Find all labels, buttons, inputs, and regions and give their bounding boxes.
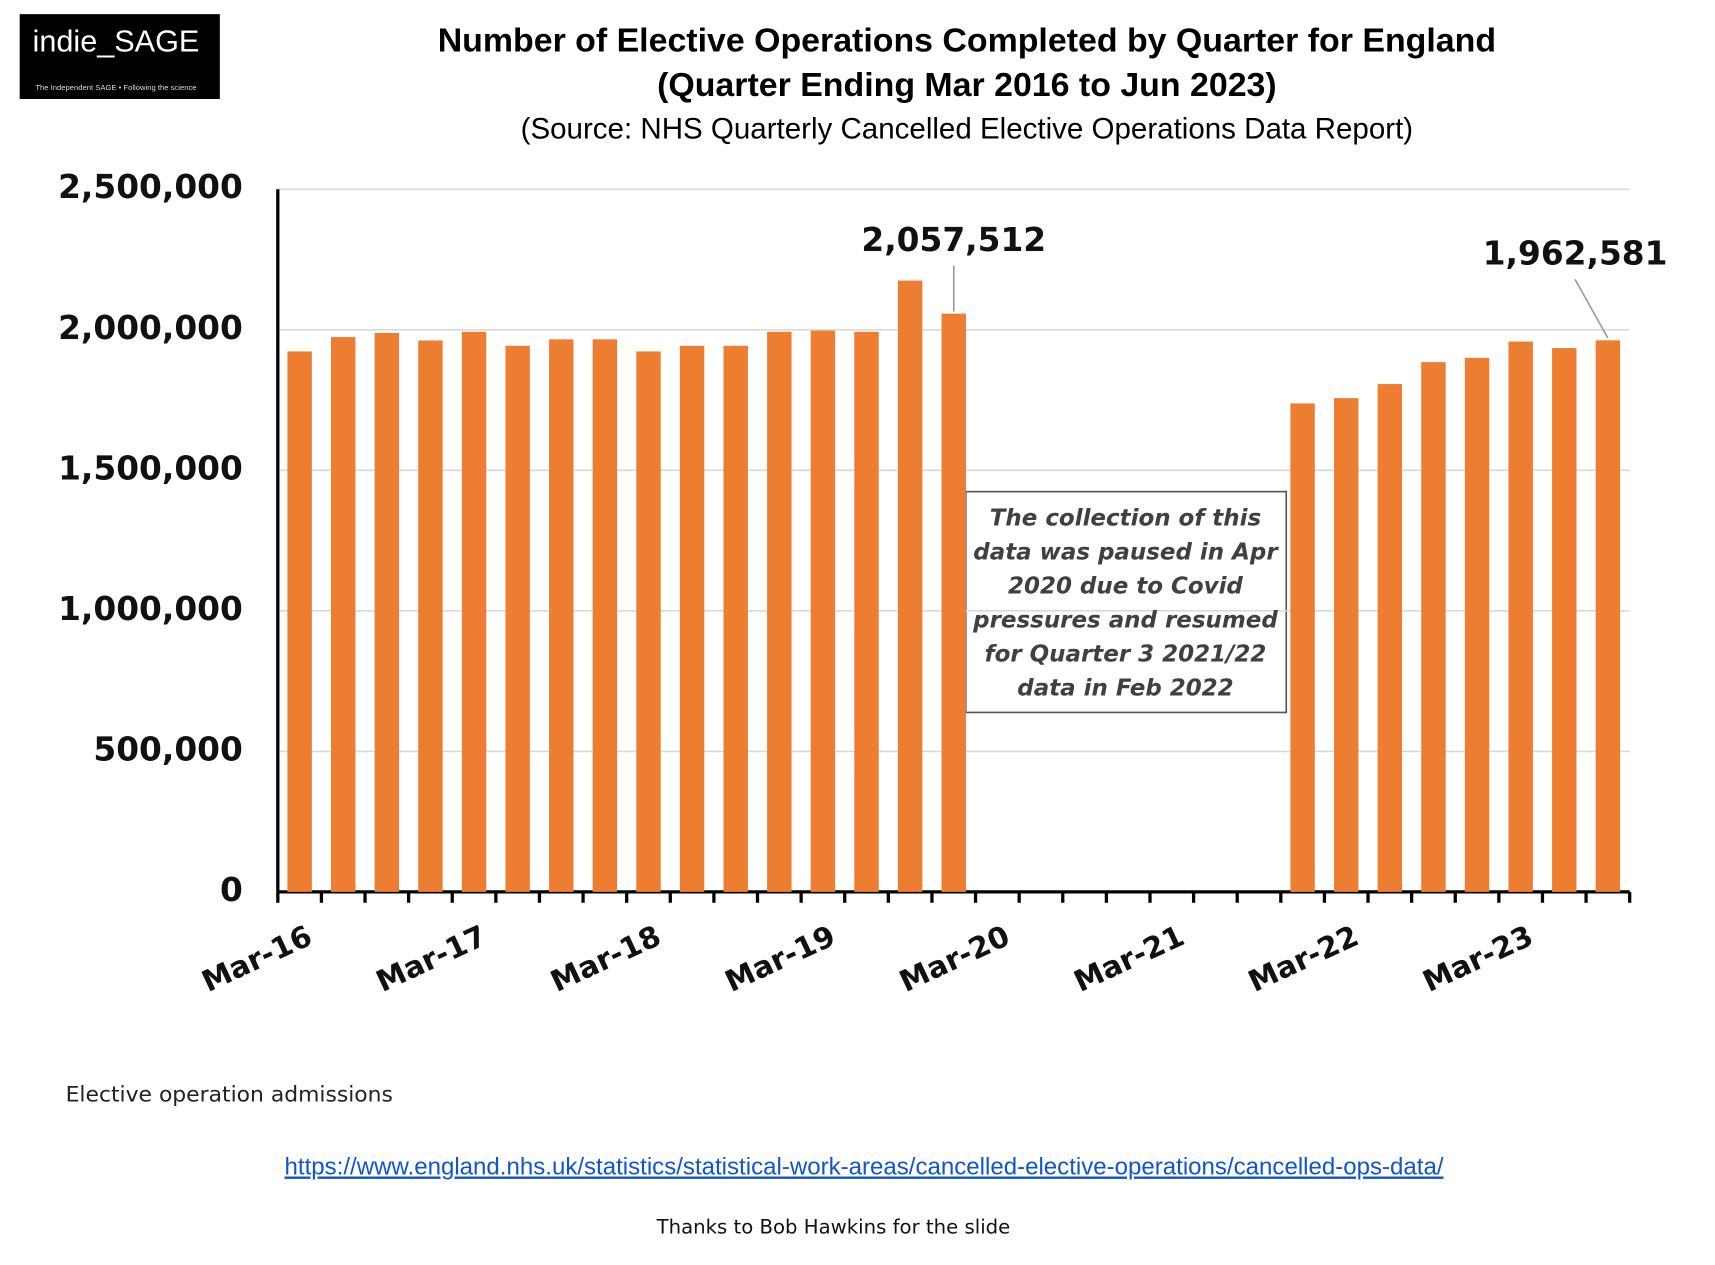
x-tick-label: Mar-16 [197, 919, 318, 999]
annotation-line: for Quarter 3 2021/22 [985, 642, 1267, 668]
x-tick-label: Mar-21 [1069, 919, 1190, 999]
footnote: Elective operation admissions [66, 1082, 393, 1107]
bar [1595, 340, 1621, 892]
bar [549, 339, 574, 892]
bar [1552, 348, 1577, 892]
logo-box [19, 14, 220, 99]
bar [854, 331, 879, 892]
x-tick-label: Mar-22 [1243, 919, 1364, 999]
y-tick-label: 1,000,000 [58, 590, 243, 628]
bar [810, 330, 836, 892]
bar [897, 280, 923, 892]
annotation-line: 2020 due to Covid [1008, 573, 1243, 599]
bar [636, 351, 661, 892]
bar [374, 332, 400, 892]
x-tick-label: Mar-20 [894, 919, 1015, 999]
annotation-line: data was paused in Apr [973, 539, 1279, 565]
bar [941, 313, 966, 892]
bar [723, 345, 748, 892]
credit: Thanks to Bob Hawkins for the slide [656, 1216, 1011, 1239]
bar [505, 345, 530, 892]
bar [679, 345, 705, 892]
x-tick-label: Mar-19 [720, 919, 841, 999]
logo-tagline: The Independent SAGE • Following the sci… [35, 83, 196, 92]
value-label: 2,057,512 [861, 221, 1046, 259]
chart-title: Number of Elective Operations Completed … [438, 21, 1496, 59]
bar [1334, 398, 1359, 892]
bar [418, 340, 443, 892]
annotation-box [964, 490, 1288, 714]
logo: indie_SAGE [33, 25, 200, 59]
y-tick-label: 1,500,000 [58, 449, 243, 487]
bar [767, 331, 792, 892]
chart-subtitle: (Quarter Ending Mar 2016 to Jun 2023) [657, 66, 1277, 104]
annotation-line: pressures and resumed [972, 608, 1278, 634]
bar [1377, 384, 1403, 892]
bar [1421, 362, 1446, 892]
bar [331, 337, 356, 892]
x-tick-label: Mar-18 [545, 919, 666, 999]
bar [461, 331, 487, 892]
y-tick-label: 2,000,000 [58, 309, 243, 347]
bar [287, 351, 312, 892]
bar [1508, 341, 1533, 892]
x-tick-label: Mar-17 [371, 919, 492, 999]
bar [592, 339, 618, 892]
link[interactable]: https://www.england.nhs.uk/statistics/st… [285, 1154, 1444, 1181]
leader-line [1574, 279, 1609, 339]
y-tick-label: 2,500,000 [58, 168, 243, 206]
source: (Source: NHS Quarterly Cancelled Electiv… [521, 112, 1414, 145]
annotation-line: The collection of this [990, 505, 1261, 531]
y-tick-label: 0 [220, 871, 243, 909]
annotation-line: data in Feb 2022 [1017, 676, 1233, 702]
x-tick-label: Mar-23 [1418, 919, 1539, 999]
value-label: 1,962,581 [1483, 235, 1668, 273]
bar [1290, 403, 1315, 892]
bar [1464, 357, 1490, 892]
y-tick-label: 500,000 [93, 730, 242, 768]
